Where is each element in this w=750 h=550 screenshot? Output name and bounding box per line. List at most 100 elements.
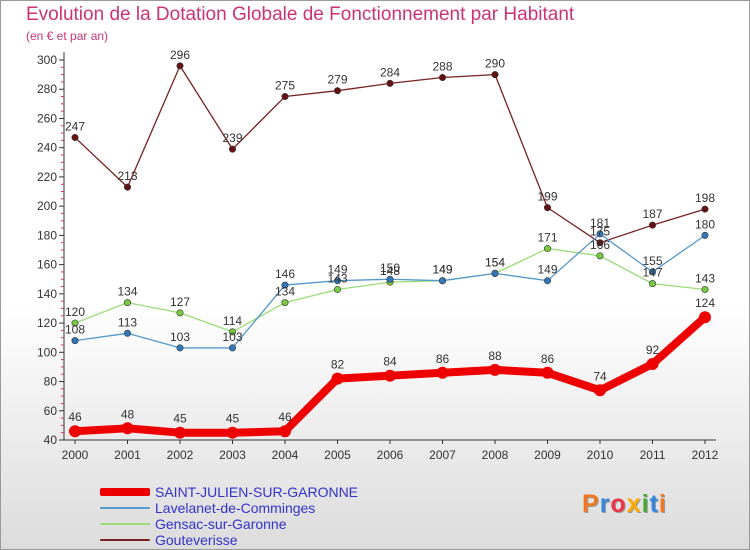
data-label: 180: [695, 217, 715, 231]
data-label: 88: [488, 349, 502, 363]
data-label: 46: [68, 410, 82, 424]
data-point: [386, 79, 394, 87]
data-label: 213: [117, 169, 137, 183]
data-label: 46: [278, 410, 292, 424]
data-label: 239: [222, 131, 242, 145]
data-point: [648, 221, 656, 229]
data-point: [229, 145, 237, 153]
data-label: 150: [380, 261, 400, 275]
data-label: 143: [695, 271, 715, 285]
legend: SAINT-JULIEN-SUR-GARONNE Lavelanet-de-Co…: [100, 484, 400, 548]
logo-letter: r: [599, 490, 611, 518]
data-label: 103: [222, 330, 242, 344]
data-point: [281, 299, 289, 307]
x-tick-label: 2012: [692, 448, 719, 462]
logo-letter: i: [641, 490, 650, 518]
data-label: 148: [380, 264, 400, 278]
x-tick-label: 2010: [587, 448, 614, 462]
data-point: [121, 422, 134, 435]
data-label: 86: [436, 352, 450, 366]
data-point: [594, 384, 606, 397]
data-point: [176, 62, 184, 70]
data-label: 199: [537, 190, 557, 204]
legend-label: Lavelanet-de-Comminges: [155, 500, 316, 516]
x-tick-label: 2001: [114, 448, 141, 462]
data-label: 113: [118, 315, 137, 329]
data-point: [176, 344, 184, 352]
x-tick-label: 2004: [272, 448, 299, 462]
legend-label: Gensac-sur-Garonne: [155, 516, 287, 532]
data-label: 181: [590, 216, 610, 230]
legend-item: Gensac-sur-Garonne: [100, 516, 400, 532]
legend-swatch-0: [100, 488, 150, 496]
data-label: 171: [537, 231, 557, 245]
data-label: 134: [275, 285, 295, 299]
data-label: 134: [117, 285, 137, 299]
data-label: 103: [170, 330, 190, 344]
legend-item: Gouteverisse: [100, 532, 400, 548]
data-label: 154: [485, 255, 505, 269]
data-point: [438, 74, 446, 82]
data-label: 124: [695, 296, 715, 310]
x-tick-label: 2002: [167, 448, 194, 462]
data-point: [69, 425, 81, 438]
data-label: 187: [642, 207, 662, 221]
y-tick-label: 200: [37, 199, 57, 213]
logo-letter: x: [626, 490, 642, 518]
legend-swatch-1: [100, 507, 150, 509]
data-label: 146: [275, 267, 295, 281]
data-label: 296: [170, 48, 190, 62]
data-point: [648, 268, 656, 276]
y-tick-label: 240: [37, 141, 57, 155]
x-tick-label: 2008: [482, 448, 509, 462]
chart-title: Evolution de la Dotation Globale de Fonc…: [26, 4, 575, 25]
y-tick-label: 80: [44, 375, 58, 389]
y-tick-label: 260: [37, 111, 57, 125]
data-label: 284: [380, 65, 400, 79]
data-point: [176, 309, 184, 317]
data-label: 86: [541, 352, 555, 366]
data-point: [438, 277, 446, 285]
chart-subtitle: (en € et par an): [26, 29, 109, 43]
x-tick-label: 2003: [219, 448, 246, 462]
data-point: [71, 133, 79, 141]
data-point: [491, 269, 499, 277]
data-point: [543, 245, 551, 253]
data-label: 120: [65, 305, 85, 319]
data-label: 108: [65, 323, 85, 337]
data-point: [596, 239, 604, 247]
line-chart: 40 60 80 100 120 140 160 180 200 220 240 260 280 300 2…: [37, 48, 719, 462]
data-point: [543, 204, 551, 212]
data-labels: 247 213 296 239 275 279 284 288 290 199 175 187 198 1…: [65, 48, 715, 426]
data-point: [491, 71, 499, 79]
data-label: 155: [642, 254, 662, 268]
data-point: [333, 285, 341, 293]
legend-label: SAINT-JULIEN-SUR-GARONNE: [155, 484, 359, 500]
data-point: [124, 329, 132, 337]
data-point: [699, 311, 711, 324]
data-point: [384, 369, 396, 382]
data-label: 149: [327, 263, 347, 277]
data-point: [596, 230, 604, 238]
y-tick-label: 220: [37, 170, 57, 184]
data-label: 198: [695, 191, 715, 205]
legend-item: SAINT-JULIEN-SUR-GARONNE: [100, 484, 400, 500]
legend-label: Gouteverisse: [155, 532, 238, 548]
data-label: 279: [327, 73, 347, 87]
data-point: [436, 366, 449, 379]
data-point: [701, 231, 709, 239]
data-label: 166: [590, 238, 610, 252]
data-point: [701, 285, 709, 293]
data-label: 114: [223, 314, 242, 328]
data-point: [226, 426, 239, 439]
data-point: [124, 183, 132, 191]
x-tick-label: 2007: [429, 448, 456, 462]
data-label: 147: [642, 266, 662, 280]
x-tick-label: 2011: [640, 448, 666, 462]
data-point: [331, 372, 344, 385]
data-label: 247: [65, 119, 85, 133]
data-point: [489, 363, 501, 376]
data-point: [596, 252, 604, 260]
data-point: [648, 280, 656, 288]
